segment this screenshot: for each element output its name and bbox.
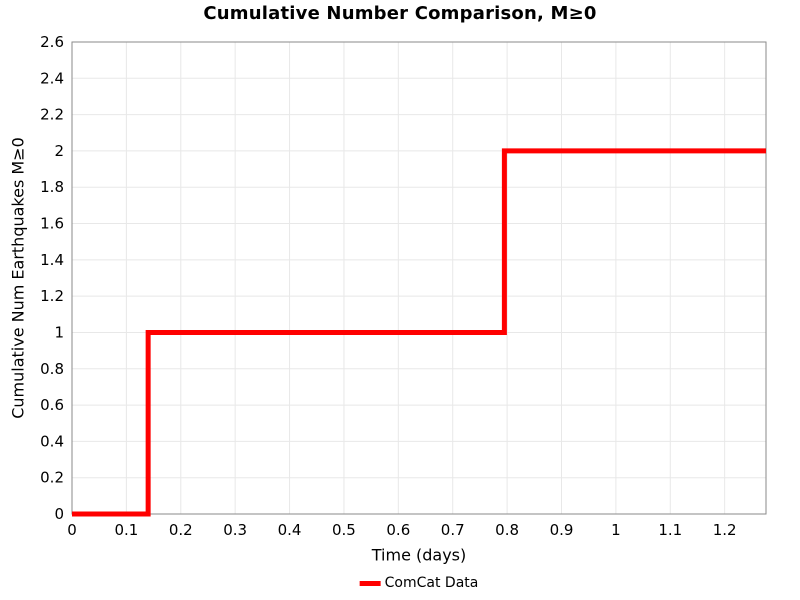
y-tick-label: 2.6 xyxy=(40,33,64,51)
y-tick-label: 0.4 xyxy=(40,432,64,450)
legend-label: ComCat Data xyxy=(384,575,479,591)
y-tick-label: 2.2 xyxy=(40,106,64,124)
x-tick-label: 0.9 xyxy=(550,521,574,539)
y-tick-label: 1 xyxy=(54,323,64,341)
x-tick-label: 0.3 xyxy=(223,521,247,539)
x-tick-label: 1.2 xyxy=(713,521,737,539)
y-tick-label: 1.8 xyxy=(40,178,64,196)
y-tick-label: 0.2 xyxy=(40,469,64,487)
legend-line-swatch xyxy=(359,580,381,586)
y-tick-label: 2 xyxy=(54,142,64,160)
y-tick-label: 1.4 xyxy=(40,251,64,269)
x-tick-label: 0.1 xyxy=(114,521,138,539)
y-tick-label: 1.2 xyxy=(40,287,64,305)
series-line-comcat-data xyxy=(72,148,766,517)
x-tick-label: 0 xyxy=(67,521,77,539)
y-tick-label: 1.6 xyxy=(40,215,64,233)
x-axis-label: Time (days) xyxy=(371,545,467,565)
legend: ComCat Data xyxy=(359,575,479,591)
x-tick-label: 0.2 xyxy=(169,521,193,539)
x-tick-label: 0.4 xyxy=(278,521,302,539)
y-tick-label: 0.6 xyxy=(40,396,64,414)
y-tick-label: 0 xyxy=(54,505,64,523)
chart-title: Cumulative Number Comparison, M≥0 xyxy=(203,3,597,24)
plot-frame xyxy=(71,41,767,515)
x-tick-label: 1 xyxy=(611,521,621,539)
x-tick-label: 0.8 xyxy=(495,521,519,539)
y-tick-label: 2.4 xyxy=(40,69,64,87)
x-tick-label: 0.7 xyxy=(441,521,465,539)
x-tick-label: 0.5 xyxy=(332,521,356,539)
x-tick-label: 1.1 xyxy=(658,521,682,539)
y-tick-label: 0.8 xyxy=(40,360,64,378)
x-tick-label: 0.6 xyxy=(386,521,410,539)
